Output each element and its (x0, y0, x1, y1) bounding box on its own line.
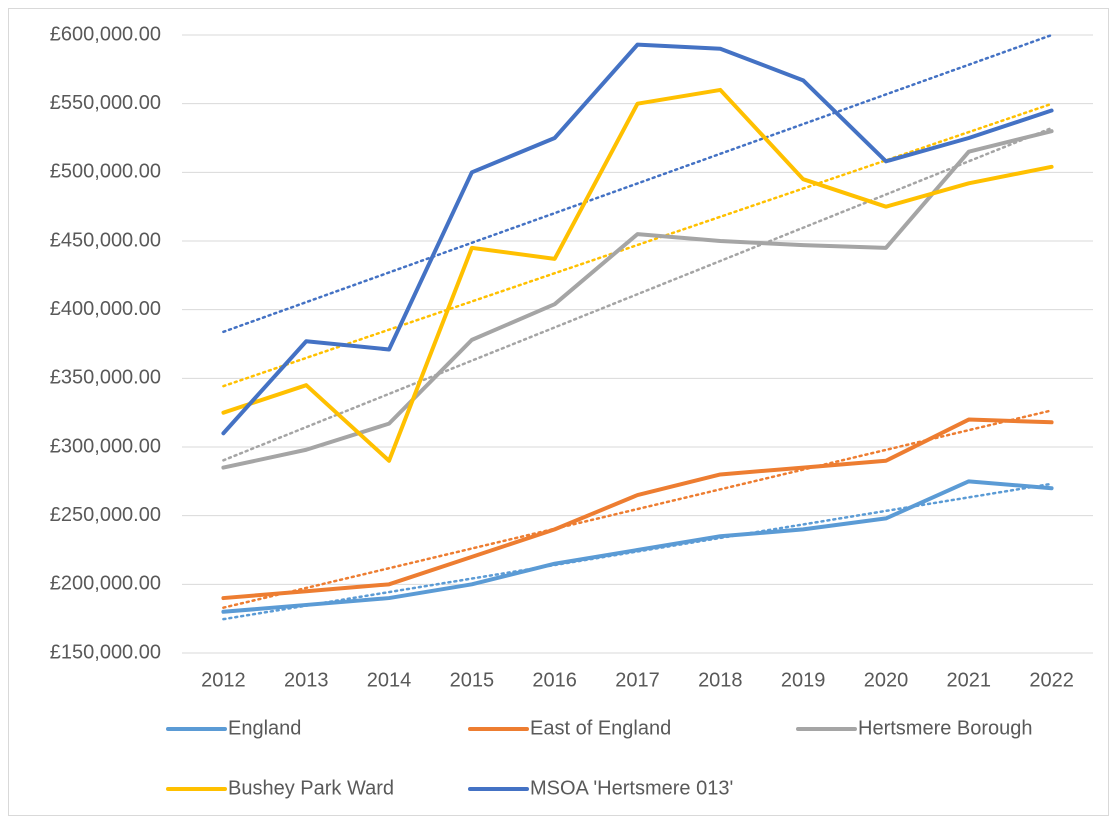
y-tick-label: £200,000.00 (50, 573, 161, 595)
trendline (222, 102, 1053, 388)
x-tick-label: 2018 (698, 669, 743, 691)
x-tick-label: 2014 (367, 669, 412, 691)
x-tick-label: 2021 (947, 669, 992, 691)
legend-label: MSOA 'Hertsmere 013' (530, 777, 733, 799)
y-tick-label: £350,000.00 (50, 367, 161, 389)
line-series (221, 129, 1054, 470)
trendline (222, 33, 1053, 334)
line-series (221, 479, 1054, 614)
y-tick-label: £600,000.00 (50, 23, 161, 45)
legend-label: England (228, 717, 301, 739)
x-tick-label: 2015 (450, 669, 495, 691)
chart-border (8, 8, 1109, 816)
y-tick-label: £500,000.00 (50, 161, 161, 183)
legend-label: Hertsmere Borough (858, 717, 1033, 739)
legend-label: East of England (530, 717, 671, 739)
line-series (221, 87, 1054, 463)
trendline (222, 126, 1053, 462)
x-tick-label: 2016 (532, 669, 577, 691)
y-tick-label: £250,000.00 (50, 504, 161, 526)
y-tick-label: £550,000.00 (50, 92, 161, 114)
line-series (221, 42, 1054, 436)
y-tick-label: £300,000.00 (50, 435, 161, 457)
x-tick-label: 2020 (864, 669, 909, 691)
y-tick-label: £400,000.00 (50, 298, 161, 320)
x-tick-label: 2012 (201, 669, 246, 691)
trendline (222, 409, 1053, 609)
line-series (221, 417, 1054, 601)
y-tick-label: £450,000.00 (50, 229, 161, 251)
x-tick-label: 2013 (284, 669, 329, 691)
x-tick-label: 2017 (615, 669, 660, 691)
legend-label: Bushey Park Ward (228, 777, 394, 799)
x-tick-label: 2019 (781, 669, 826, 691)
y-tick-label: £150,000.00 (50, 641, 161, 663)
x-tick-label: 2022 (1029, 669, 1074, 691)
